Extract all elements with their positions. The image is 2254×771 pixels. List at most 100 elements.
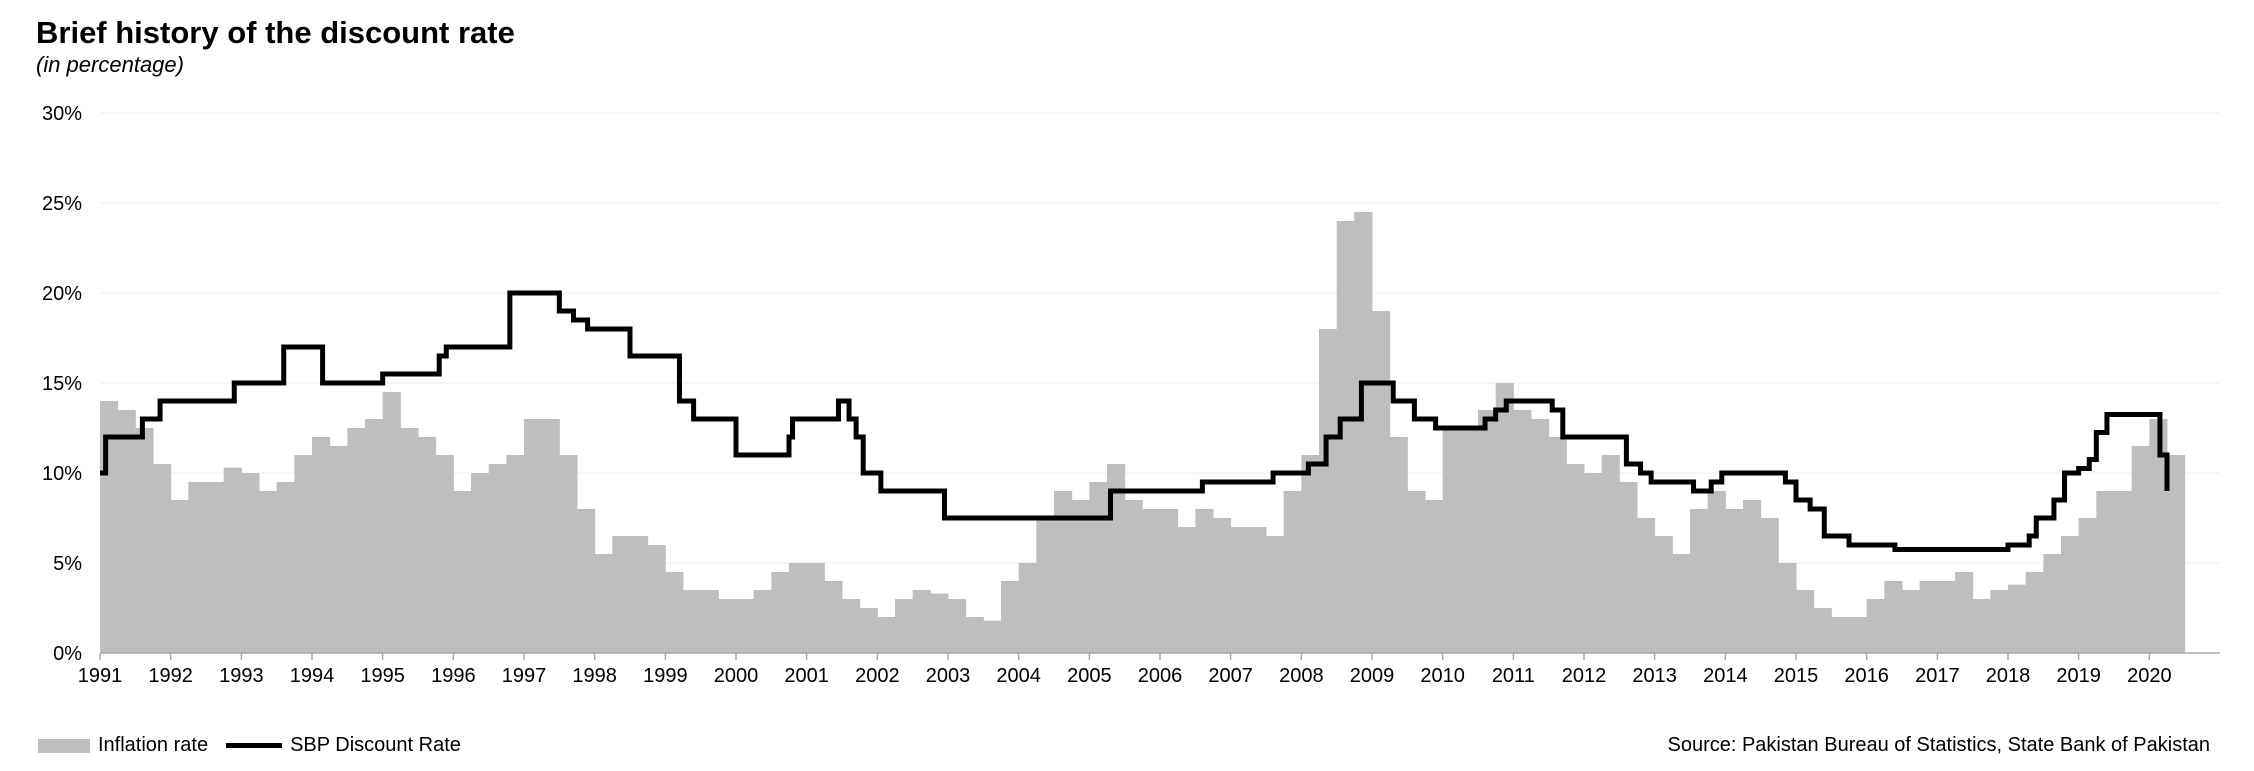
legend: Inflation rate SBP Discount Rate [38,734,461,757]
inflation-bar [188,482,207,653]
inflation-bar [647,545,666,653]
x-tick-label: 2000 [714,665,759,687]
source-note: Source: Pakistan Bureau of Statistics, S… [1667,734,2210,756]
inflation-bar [612,536,631,653]
y-tick-label: 30% [42,103,82,125]
inflation-bar [1213,518,1232,653]
inflation-bar [1478,410,1497,653]
legend-label-inflation: Inflation rate [98,734,209,756]
x-tick-label: 2018 [1986,665,2031,687]
x-tick-label: 1998 [572,665,617,687]
inflation-bar [806,563,825,653]
inflation-bar [1230,527,1249,653]
inflation-bar [736,599,755,653]
inflation-bar [471,473,490,653]
x-tick-label: 1993 [219,665,264,687]
y-tick-label: 20% [42,283,82,305]
x-tick-label: 2014 [1703,665,1748,687]
inflation-bar [206,482,225,653]
inflation-bar [294,455,313,653]
inflation-bar [1177,527,1196,653]
y-tick-label: 25% [42,193,82,215]
inflation-bar [1601,455,1620,653]
inflation-bar [1690,509,1709,653]
legend-label-discount: SBP Discount Rate [290,734,461,756]
x-tick-label: 2002 [855,665,900,687]
inflation-bar [948,599,967,653]
inflation-bar [453,491,472,653]
y-tick-label: 10% [42,463,82,485]
inflation-bar [1849,617,1868,653]
inflation-bar [1584,473,1603,653]
x-tick-label: 2009 [1350,665,1395,687]
x-tick-label: 2011 [1492,665,1535,687]
legend-swatch-discount [226,743,283,748]
y-tick-label: 15% [42,373,82,395]
inflation-bar [1654,536,1673,653]
inflation-bar [577,509,596,653]
x-tick-label: 2013 [1632,665,1677,687]
inflation-bar [1036,518,1055,653]
inflation-bar [1937,581,1956,653]
chart-title: Brief history of the discount rate [36,15,515,50]
inflation-bars [100,212,2186,653]
inflation-bar [488,464,507,653]
inflation-bar [1071,500,1090,653]
inflation-bar [1884,581,1903,653]
inflation-bar [329,446,348,653]
inflation-bar [1548,437,1567,653]
inflation-bar [1831,617,1850,653]
inflation-bar [1319,329,1338,653]
x-tick-label: 2004 [996,665,1041,687]
x-tick-label: 2015 [1774,665,1819,687]
inflation-bar [1972,599,1991,653]
inflation-bar [2043,554,2062,653]
inflation-bar [1001,581,1020,653]
inflation-bar [1866,599,1885,653]
x-tick-label: 2020 [2127,665,2172,687]
inflation-bar [1160,509,1179,653]
inflation-bar [1425,500,1444,653]
inflation-bar [2008,584,2027,653]
inflation-bar [789,563,808,653]
inflation-bar [117,410,136,653]
inflation-bar [1796,590,1815,653]
inflation-bar [630,536,649,653]
inflation-bar [435,455,454,653]
inflation-bar [2096,491,2115,653]
inflation-bar [771,572,790,653]
inflation-bar [1372,311,1391,653]
inflation-bar [1637,518,1656,653]
inflation-bar [930,593,949,653]
inflation-bar [1248,527,1267,653]
inflation-bar [241,473,260,653]
x-tick-label: 2008 [1279,665,1324,687]
inflation-bar [1301,455,1320,653]
inflation-bar [2131,446,2150,653]
inflation-bar [895,599,914,653]
y-tick-label: 0% [53,643,82,665]
inflation-bar [1124,500,1143,653]
inflation-bar [1707,491,1726,653]
x-tick-label: 2016 [1844,665,1889,687]
inflation-bar [1531,419,1550,653]
inflation-bar [2167,455,2186,653]
inflation-bar [1919,581,1938,653]
discount-rate-path [100,290,2170,552]
inflation-bar [541,419,560,653]
inflation-bar [665,572,684,653]
inflation-bar [1283,491,1302,653]
inflation-bar [824,581,843,653]
inflation-bar [1672,554,1691,653]
x-tick-label: 1997 [502,665,547,687]
inflation-bar [1389,437,1408,653]
x-axis [99,652,2220,660]
inflation-bar [594,554,613,653]
inflation-bar [842,599,861,653]
inflation-bar [912,590,931,653]
inflation-bar [153,464,172,653]
inflation-bar [170,500,189,653]
inflation-bar [1513,410,1532,653]
inflation-bar [223,467,242,653]
